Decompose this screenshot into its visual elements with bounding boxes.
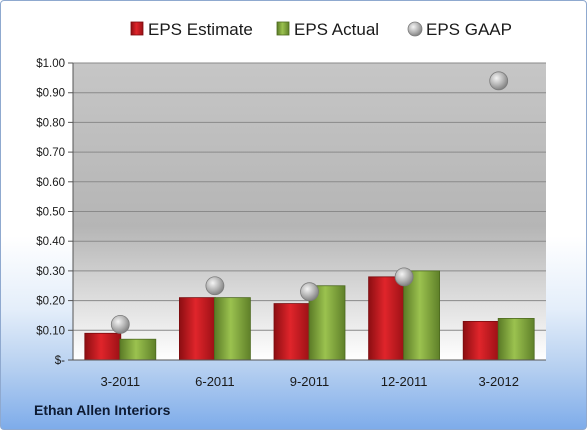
y-tick-label: $0.10 (36, 325, 65, 337)
bar-eps-actual (213, 297, 251, 361)
bar-eps-estimate (178, 297, 216, 361)
bar-eps-estimate (84, 332, 122, 361)
point-eps-gaap (300, 282, 319, 302)
point-eps-gaap (489, 71, 509, 91)
point-eps-gaap (394, 267, 414, 287)
gaap-points (110, 71, 509, 334)
legend-swatch (276, 21, 290, 36)
legend-label: EPS GAAP (426, 20, 512, 39)
bar-eps-actual (119, 338, 157, 361)
x-tick-label: 9-2011 (290, 374, 330, 389)
x-axis: 3-2011 6-2011 9-2011 12-2011 3-2012 (73, 359, 546, 389)
legend-label: EPS Actual (294, 20, 379, 39)
legend-swatch (407, 21, 423, 37)
y-tick-label: $0.90 (36, 88, 65, 100)
y-tick-label: $- (55, 355, 65, 367)
legend-swatch (130, 21, 144, 36)
y-tick-label: $0.50 (36, 207, 65, 219)
point-eps-gaap (205, 276, 225, 296)
bar-eps-estimate (273, 303, 311, 361)
x-tick-label: 12-2011 (381, 374, 428, 389)
y-tick-label: $0.70 (36, 147, 65, 159)
y-tick-label: $0.60 (36, 177, 65, 189)
y-tick-label: $0.80 (36, 117, 65, 129)
y-tick-label: $1.00 (36, 58, 65, 70)
legend-label: EPS Estimate (148, 20, 253, 39)
x-tick-label: 3-2012 (478, 374, 518, 389)
y-tick-label: $0.20 (36, 296, 65, 308)
x-tick-label: 3-2011 (101, 374, 141, 389)
y-tick-label: $0.30 (36, 266, 65, 278)
legend: EPS Estimate EPS Actual EPS GAAP (130, 20, 512, 39)
y-tick-label: $0.40 (36, 236, 65, 248)
x-tick-label: 6-2011 (195, 374, 235, 389)
bars (84, 270, 535, 361)
point-eps-gaap (110, 314, 130, 334)
bar-eps-actual (403, 270, 441, 361)
company-name: Ethan Allen Interiors (34, 402, 171, 418)
bar-eps-estimate (462, 320, 500, 361)
bar-eps-estimate (368, 276, 406, 361)
y-axis: $- $0.10 $0.20 $0.30 $0.40 $0.50 $0.60 $0.70 $0.… (36, 58, 74, 367)
bar-eps-actual (497, 318, 535, 361)
